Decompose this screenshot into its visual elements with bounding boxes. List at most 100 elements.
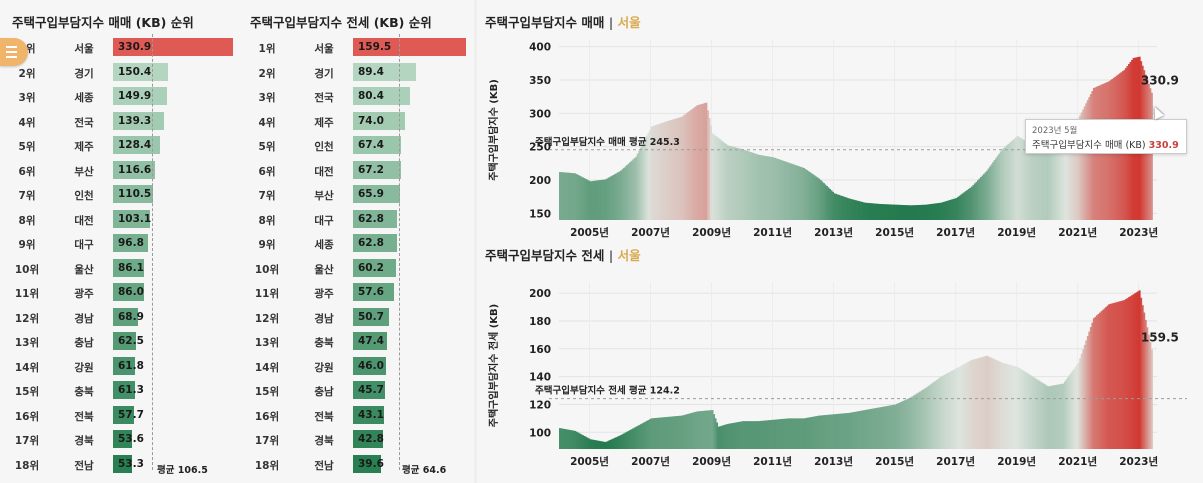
area-slice [923, 388, 926, 449]
area-slice [560, 428, 563, 449]
rank-number: 9위 [18, 239, 36, 251]
area-slice [819, 180, 822, 220]
rank-row: 7위 인천 110.5 [0, 185, 240, 203]
area-slice [1068, 375, 1071, 449]
rank-row: 5위 제주 128.4 [0, 136, 240, 154]
tooltip-series-name: 주택구입부담지수 매매 (KB) [1032, 140, 1146, 151]
area-slice [975, 181, 978, 220]
area-slice [1004, 363, 1007, 449]
area-slice [676, 118, 679, 220]
area-slice [647, 132, 650, 220]
area-slice [940, 202, 943, 220]
area-slice [781, 160, 784, 220]
area-slice [842, 413, 845, 449]
area-slice [1131, 295, 1133, 449]
area-slice [1083, 106, 1086, 220]
area-slice [1060, 383, 1063, 449]
area-slice [954, 369, 957, 449]
area-slice [980, 177, 982, 220]
area-slice [856, 411, 859, 449]
area-slice [1021, 138, 1024, 220]
area-slice [827, 414, 830, 449]
area-slice [685, 113, 688, 220]
area-slice [850, 412, 853, 449]
area-slice [636, 425, 639, 449]
area-slice [1039, 381, 1042, 449]
area-slice [847, 412, 850, 449]
region-name: 충남 [314, 386, 334, 398]
rank-row: 4위 제주 74.0 [240, 111, 480, 130]
area-slice [928, 204, 931, 220]
area-slice [559, 172, 561, 220]
rank-value: 159.5 [358, 41, 392, 53]
rank-row: 15위 충북 61.3 [0, 381, 240, 399]
area-slice [883, 204, 886, 220]
area-slice [825, 186, 828, 220]
area-slice [1004, 146, 1007, 220]
area-slice [812, 174, 815, 220]
area-slice [798, 166, 801, 220]
area-slice [641, 144, 644, 220]
area-slice [1015, 366, 1018, 449]
area-slice [685, 414, 688, 449]
area-slice [1149, 342, 1152, 449]
area-slice [886, 204, 889, 220]
area-slice [1065, 379, 1068, 449]
area-slice [1048, 147, 1051, 220]
menu-button[interactable] [0, 38, 28, 66]
area-slice [671, 119, 674, 220]
area-slice [1079, 358, 1082, 449]
area-slice [1025, 141, 1028, 220]
area-slice [1005, 363, 1008, 449]
area-slice [951, 199, 953, 220]
x-tick-label: 2019년 [997, 226, 1036, 239]
area-slice [674, 118, 677, 220]
area-slice [800, 418, 802, 449]
region-name: 경기 [314, 67, 334, 80]
rank-bar [113, 38, 233, 56]
area-slice [1129, 296, 1132, 449]
area-slice [1059, 384, 1062, 449]
area-slice [1080, 353, 1083, 449]
area-slice [1111, 303, 1114, 449]
area-slice [832, 191, 834, 220]
region-name: 부산 [74, 165, 94, 178]
area-slice [610, 439, 613, 449]
area-slice [1150, 349, 1153, 449]
area-slice [578, 175, 581, 220]
area-slice [1146, 327, 1149, 449]
area-slice [771, 157, 773, 220]
area-slice [638, 150, 641, 220]
jeonse-line-chart[interactable]: 100 120 140 160 180 200 2005년 2007년 2009년 2011년 20… [477, 242, 1203, 483]
area-slice [1007, 364, 1010, 449]
x-tick-label: 2011년 [753, 226, 792, 239]
area-slice [714, 135, 717, 220]
area-slice [734, 422, 737, 449]
rank-number: 11위 [254, 288, 280, 300]
area-slice [758, 421, 761, 449]
rank-value: 116.6 [118, 163, 152, 176]
x-tick-label: 2023년 [1119, 455, 1158, 468]
area-slice [688, 413, 691, 449]
area-slice [681, 415, 683, 449]
area-slice [999, 362, 1002, 449]
area-slice [1074, 366, 1077, 449]
area-slice [1009, 142, 1011, 220]
area-slice [697, 104, 700, 220]
rank-number: 13위 [254, 337, 280, 349]
area-slice [1063, 381, 1066, 449]
area-slice [970, 186, 973, 220]
area-slice [620, 435, 622, 449]
area-slice [1021, 369, 1024, 449]
rank-value: 57.6 [358, 286, 384, 298]
area-slice [563, 172, 566, 220]
rank-number: 6위 [258, 165, 276, 178]
area-slice [792, 418, 795, 449]
area-slice [559, 428, 561, 449]
area-slice [1022, 370, 1025, 449]
area-slice [583, 435, 586, 449]
area-slice [1013, 138, 1016, 220]
area-slice [604, 179, 607, 220]
area-slice [615, 437, 618, 449]
area-slice [906, 205, 909, 220]
